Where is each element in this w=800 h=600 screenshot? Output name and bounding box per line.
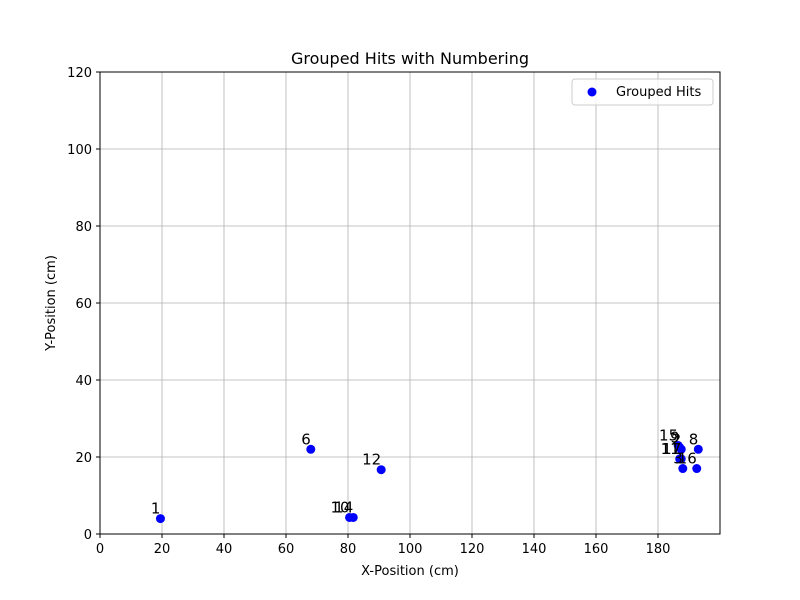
legend-marker <box>587 87 597 97</box>
data-points <box>155 440 703 524</box>
y-tick-label: 60 <box>75 297 92 312</box>
point-label: 10 <box>330 498 349 516</box>
x-tick-label: 120 <box>460 542 485 557</box>
axes: 0 20 40 60 80 100 120 140 160 180 0 20 40 60 80 100 120 <box>67 66 721 557</box>
point-label: 16 <box>678 450 697 468</box>
point-label: 8 <box>689 430 699 448</box>
y-tick-label: 0 <box>84 528 92 543</box>
data-point <box>692 464 702 474</box>
data-point <box>348 512 358 522</box>
data-point <box>693 444 703 454</box>
x-tick-label: 100 <box>398 542 423 557</box>
data-point <box>155 514 165 524</box>
legend: Grouped Hits <box>571 78 714 106</box>
legend-box <box>571 78 714 106</box>
data-point <box>676 444 686 454</box>
data-point <box>676 454 686 464</box>
y-axis-label: Y-Position (cm) <box>44 255 59 352</box>
x-tick-label: 40 <box>216 542 233 557</box>
point-label: 12 <box>362 451 381 469</box>
point-label: 14 <box>334 498 353 516</box>
legend-label: Grouped Hits <box>616 85 701 100</box>
y-tick-label: 120 <box>67 66 92 81</box>
x-tick-label: 160 <box>584 542 609 557</box>
point-label: 9 <box>670 428 680 446</box>
x-tick-label: 20 <box>154 542 171 557</box>
y-tick-label: 100 <box>67 143 92 158</box>
point-label: 3 <box>673 450 683 468</box>
data-point <box>306 444 316 454</box>
y-tick-label: 20 <box>75 451 92 466</box>
x-tick-label: 0 <box>96 542 104 557</box>
chart-title: Grouped Hits with Numbering <box>291 49 529 68</box>
data-point <box>678 464 688 474</box>
x-tick-label: 80 <box>340 542 357 557</box>
x-tick-label: 140 <box>522 542 547 557</box>
data-point <box>376 465 386 475</box>
point-label: 17 <box>662 440 681 458</box>
x-axis-label: X-Position (cm) <box>361 564 459 579</box>
y-tick-label: 80 <box>75 220 92 235</box>
y-tick-label: 40 <box>75 374 92 389</box>
x-tick-label: 60 <box>278 542 295 557</box>
point-label: 6 <box>301 430 311 448</box>
point-label: 11 <box>661 440 680 458</box>
point-label: 15 <box>659 426 678 444</box>
point-label: 1 <box>151 500 161 518</box>
x-tick-label: 180 <box>646 542 671 557</box>
point-label: 2 <box>672 430 682 448</box>
